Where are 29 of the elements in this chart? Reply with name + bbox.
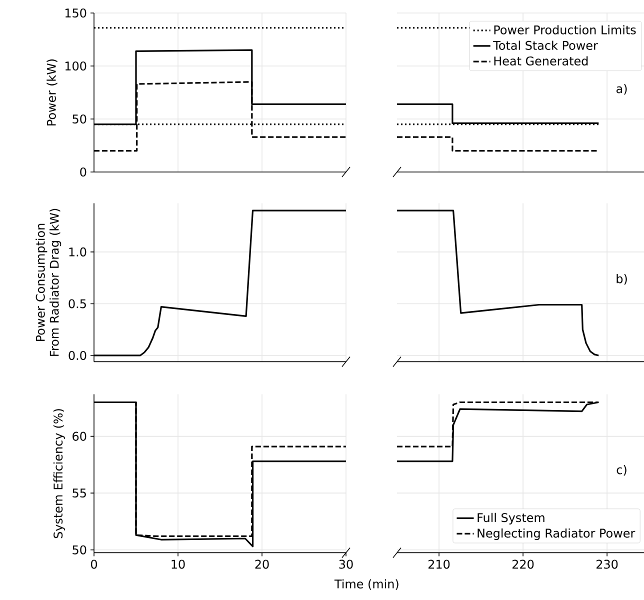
y-tick-label: 60 (72, 432, 86, 441)
y-tick-label: 50 (72, 114, 86, 124)
legend-label: Neglecting Radiator Power (478, 528, 636, 540)
x-axis-title: Time (min) (334, 579, 398, 590)
x-tick-label: 20 (255, 560, 269, 569)
x-tick-label: 230 (596, 560, 618, 569)
x-tick-label: 10 (172, 560, 185, 569)
x-tick-label: 30 (339, 560, 353, 569)
legend-label: Heat Generated (494, 56, 588, 66)
annotation: b) (616, 274, 627, 285)
y-tick-label: 0 (80, 167, 86, 177)
y-tick-label: 0.0 (68, 350, 86, 360)
y-tick-label: 55 (72, 488, 86, 498)
y-axis-title: Power Consumption From Radiator Drag (kW) (36, 208, 62, 356)
y-tick-label: 1.0 (69, 247, 86, 256)
x-tick-label: 210 (428, 560, 450, 569)
x-tick-label: 0 (90, 560, 98, 569)
annotation: a) (616, 84, 627, 95)
y-tick-label: 150 (65, 8, 86, 18)
annotation: c) (616, 465, 626, 476)
y-tick-label: 100 (65, 61, 86, 71)
x-tick-label: 220 (512, 560, 534, 569)
y-tick-label: 0.5 (68, 299, 86, 308)
legend-label: Full System (478, 512, 544, 524)
legend-label: Power Production Limits (494, 25, 636, 34)
legend-label: Total Stack Power (493, 40, 598, 50)
y-axis-title: System Efficiency (%) (53, 409, 65, 538)
y-tick-label: 50 (72, 545, 86, 554)
y-axis-title: Power (kW) (46, 59, 58, 126)
